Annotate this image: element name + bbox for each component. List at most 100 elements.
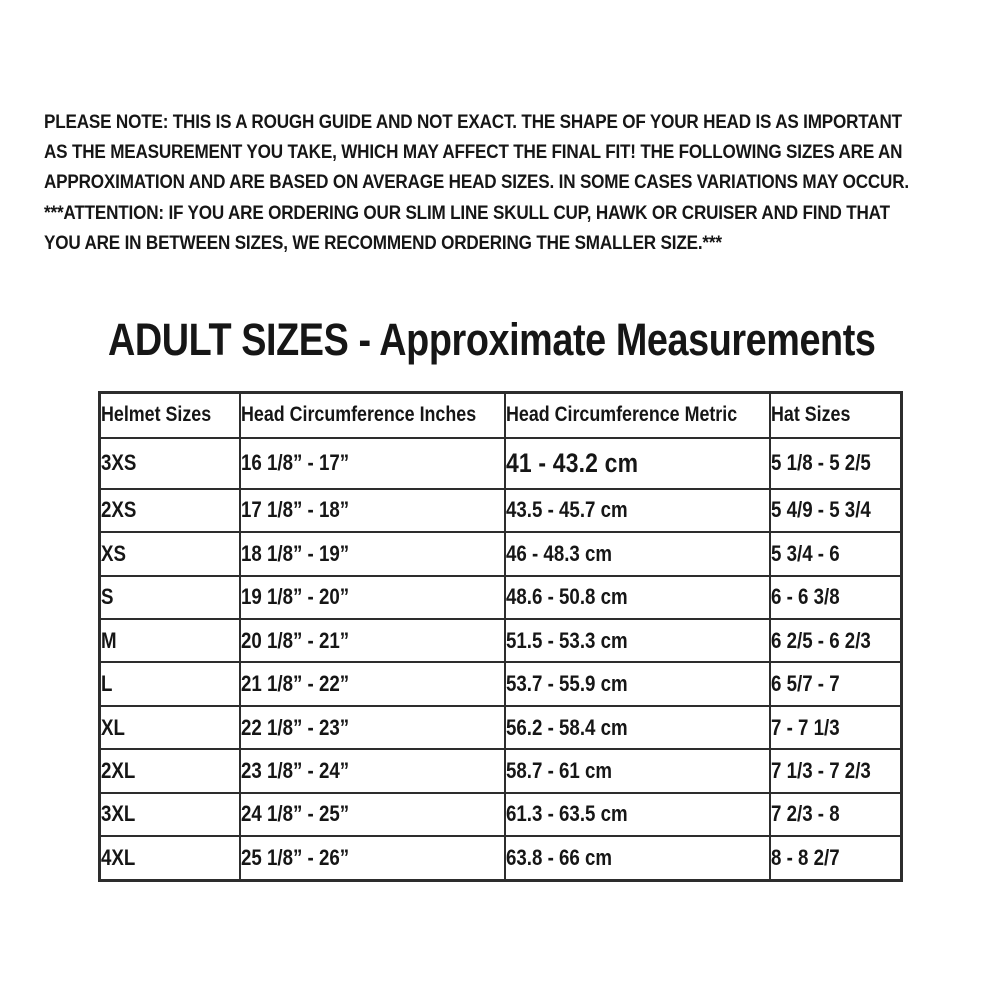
cell-circumference-inches: 20 1/8” - 21” xyxy=(238,618,506,664)
circumference-inches-value: 21 1/8” - 22” xyxy=(240,671,349,697)
circumference-metric-value: 41 - 43.2 cm xyxy=(505,447,638,478)
helmet-size-value: 3XL xyxy=(101,801,136,827)
table-row: 3XS 16 1/8” - 17” 41 - 43.2 cm 5 1/8 - 5… xyxy=(98,436,903,490)
circumference-inches-value: 16 1/8” - 17” xyxy=(240,450,349,476)
header-head-circumference-inches: Head Circumference Inches xyxy=(238,391,506,439)
hat-size-value: 6 5/7 - 7 xyxy=(770,671,840,697)
hat-size-value: 5 4/9 - 5 3/4 xyxy=(770,497,871,523)
table-header-row: Helmet Sizes Head Circumference Inches H… xyxy=(98,391,903,439)
cell-hat-size: 8 - 8 2/7 xyxy=(768,835,903,882)
circumference-metric-value: 51.5 - 53.3 cm xyxy=(505,627,628,653)
helmet-size-value: 3XS xyxy=(101,450,137,476)
cell-helmet-size: 3XS xyxy=(98,436,241,490)
circumference-metric-value: 56.2 - 58.4 cm xyxy=(505,714,628,740)
please-note-paragraph: PLEASE NOTE: THIS IS A ROUGH GUIDE AND N… xyxy=(44,112,909,193)
cell-helmet-size: 2XS xyxy=(98,487,241,534)
table-row: 2XS 17 1/8” - 18” 43.5 - 45.7 cm 5 4/9 -… xyxy=(98,487,903,534)
circumference-inches-value: 17 1/8” - 18” xyxy=(240,497,349,523)
cell-helmet-size: 3XL xyxy=(98,791,241,838)
cell-circumference-metric: 56.2 - 58.4 cm xyxy=(503,704,771,751)
circumference-metric-value: 46 - 48.3 cm xyxy=(505,540,612,566)
hat-size-value: 7 - 7 1/3 xyxy=(770,714,840,740)
table-row: 4XL 25 1/8” - 26” 63.8 - 66 cm 8 - 8 2/7 xyxy=(98,835,903,882)
circumference-inches-value: 18 1/8” - 19” xyxy=(240,540,349,566)
circumference-inches-value: 20 1/8” - 21” xyxy=(240,627,349,653)
cell-circumference-inches: 25 1/8” - 26” xyxy=(238,835,506,882)
circumference-metric-value: 61.3 - 63.5 cm xyxy=(505,801,628,827)
attention-paragraph: ***ATTENTION: IF YOU ARE ORDERING OUR SL… xyxy=(44,203,890,254)
cell-circumference-inches: 23 1/8” - 24” xyxy=(238,748,506,794)
cell-circumference-inches: 19 1/8” - 20” xyxy=(238,574,506,621)
hat-size-value: 6 - 6 3/8 xyxy=(770,584,840,610)
cell-circumference-inches: 18 1/8” - 19” xyxy=(238,531,506,577)
table-row: 3XL 24 1/8” - 25” 61.3 - 63.5 cm 7 2/3 -… xyxy=(98,791,903,838)
cell-hat-size: 5 4/9 - 5 3/4 xyxy=(768,487,903,534)
cell-hat-size: 7 1/3 - 7 2/3 xyxy=(768,748,903,794)
header-helmet-sizes-label: Helmet Sizes xyxy=(101,403,212,427)
header-hat-sizes: Hat Sizes xyxy=(768,391,903,439)
cell-circumference-metric: 53.7 - 55.9 cm xyxy=(503,661,771,707)
cell-helmet-size: XL xyxy=(98,704,241,751)
hat-size-value: 5 3/4 - 6 xyxy=(770,540,840,566)
helmet-size-value: 4XL xyxy=(101,845,136,871)
circumference-metric-value: 43.5 - 45.7 cm xyxy=(505,497,628,523)
header-head-circumference-inches-label: Head Circumference Inches xyxy=(240,403,476,427)
cell-helmet-size: M xyxy=(98,618,241,664)
helmet-size-value: 2XL xyxy=(101,758,136,784)
table-row: 2XL 23 1/8” - 24” 58.7 - 61 cm 7 1/3 - 7… xyxy=(98,748,903,794)
cell-hat-size: 6 5/7 - 7 xyxy=(768,661,903,707)
hat-size-value: 6 2/5 - 6 2/3 xyxy=(770,627,871,653)
header-head-circumference-metric: Head Circumference Metric xyxy=(503,391,771,439)
cell-circumference-metric: 43.5 - 45.7 cm xyxy=(503,487,771,534)
hat-size-value: 5 1/8 - 5 2/5 xyxy=(770,450,871,476)
cell-hat-size: 6 2/5 - 6 2/3 xyxy=(768,618,903,664)
circumference-inches-value: 19 1/8” - 20” xyxy=(240,584,349,610)
cell-circumference-metric: 58.7 - 61 cm xyxy=(503,748,771,794)
cell-helmet-size: XS xyxy=(98,531,241,577)
helmet-size-value: S xyxy=(101,584,114,610)
table-body: 3XS 16 1/8” - 17” 41 - 43.2 cm 5 1/8 - 5… xyxy=(98,436,903,882)
table-row: XL 22 1/8” - 23” 56.2 - 58.4 cm 7 - 7 1/… xyxy=(98,704,903,751)
cell-circumference-inches: 22 1/8” - 23” xyxy=(238,704,506,751)
cell-circumference-inches: 24 1/8” - 25” xyxy=(238,791,506,838)
header-helmet-sizes: Helmet Sizes xyxy=(98,391,241,439)
cell-hat-size: 6 - 6 3/8 xyxy=(768,574,903,621)
cell-hat-size: 7 2/3 - 8 xyxy=(768,791,903,838)
page-title: ADULT SIZES - Approximate Measurements xyxy=(108,314,876,365)
cell-helmet-size: 2XL xyxy=(98,748,241,794)
cell-circumference-inches: 17 1/8” - 18” xyxy=(238,487,506,534)
cell-circumference-metric: 46 - 48.3 cm xyxy=(503,531,771,577)
helmet-size-value: XS xyxy=(101,540,126,566)
cell-hat-size: 7 - 7 1/3 xyxy=(768,704,903,751)
circumference-inches-value: 25 1/8” - 26” xyxy=(240,845,349,871)
circumference-metric-value: 63.8 - 66 cm xyxy=(505,845,612,871)
hat-size-value: 8 - 8 2/7 xyxy=(770,845,840,871)
cell-circumference-metric: 48.6 - 50.8 cm xyxy=(503,574,771,621)
hat-size-value: 7 1/3 - 7 2/3 xyxy=(770,758,871,784)
circumference-metric-value: 53.7 - 55.9 cm xyxy=(505,671,628,697)
helmet-size-value: M xyxy=(101,627,117,653)
helmet-size-value: XL xyxy=(101,714,125,740)
table-row: M 20 1/8” - 21” 51.5 - 53.3 cm 6 2/5 - 6… xyxy=(98,618,903,664)
cell-circumference-inches: 16 1/8” - 17” xyxy=(238,436,506,490)
cell-hat-size: 5 3/4 - 6 xyxy=(768,531,903,577)
cell-circumference-metric: 41 - 43.2 cm xyxy=(503,436,771,490)
table-row: XS 18 1/8” - 19” 46 - 48.3 cm 5 3/4 - 6 xyxy=(98,531,903,577)
cell-helmet-size: 4XL xyxy=(98,835,241,882)
circumference-inches-value: 23 1/8” - 24” xyxy=(240,758,349,784)
helmet-size-value: L xyxy=(101,671,113,697)
circumference-inches-value: 22 1/8” - 23” xyxy=(240,714,349,740)
helmet-size-value: 2XS xyxy=(101,497,137,523)
circumference-metric-value: 48.6 - 50.8 cm xyxy=(505,584,628,610)
cell-helmet-size: L xyxy=(98,661,241,707)
circumference-inches-value: 24 1/8” - 25” xyxy=(240,801,349,827)
header-head-circumference-metric-label: Head Circumference Metric xyxy=(505,403,737,427)
circumference-metric-value: 58.7 - 61 cm xyxy=(505,758,612,784)
table-row: L 21 1/8” - 22” 53.7 - 55.9 cm 6 5/7 - 7 xyxy=(98,661,903,707)
cell-circumference-inches: 21 1/8” - 22” xyxy=(238,661,506,707)
header-hat-sizes-label: Hat Sizes xyxy=(770,403,850,427)
adult-sizes-table: Helmet Sizes Head Circumference Inches H… xyxy=(98,391,903,882)
hat-size-value: 7 2/3 - 8 xyxy=(770,801,840,827)
cell-circumference-metric: 63.8 - 66 cm xyxy=(503,835,771,882)
